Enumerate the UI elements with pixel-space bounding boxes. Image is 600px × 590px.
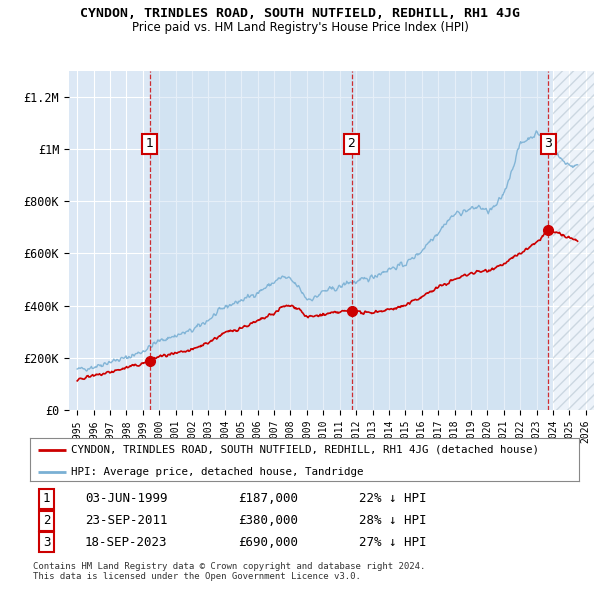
Text: 1: 1 — [43, 493, 50, 506]
Text: £380,000: £380,000 — [239, 514, 299, 527]
Bar — [553, 71, 594, 410]
Text: Price paid vs. HM Land Registry's House Price Index (HPI): Price paid vs. HM Land Registry's House … — [131, 21, 469, 34]
Text: CYNDON, TRINDLES ROAD, SOUTH NUTFIELD, REDHILL, RH1 4JG (detached house): CYNDON, TRINDLES ROAD, SOUTH NUTFIELD, R… — [71, 445, 539, 455]
Text: 22% ↓ HPI: 22% ↓ HPI — [359, 493, 427, 506]
Text: 3: 3 — [43, 536, 50, 549]
Text: 03-JUN-1999: 03-JUN-1999 — [85, 493, 167, 506]
Bar — [150, 71, 352, 410]
Text: £690,000: £690,000 — [239, 536, 299, 549]
Text: 2: 2 — [347, 137, 355, 150]
Text: 1: 1 — [146, 137, 154, 150]
Bar — [553, 71, 594, 410]
Bar — [352, 71, 548, 410]
Text: CYNDON, TRINDLES ROAD, SOUTH NUTFIELD, REDHILL, RH1 4JG: CYNDON, TRINDLES ROAD, SOUTH NUTFIELD, R… — [80, 7, 520, 20]
Text: 3: 3 — [544, 137, 553, 150]
Text: £187,000: £187,000 — [239, 493, 299, 506]
Text: 18-SEP-2023: 18-SEP-2023 — [85, 536, 167, 549]
Text: Contains HM Land Registry data © Crown copyright and database right 2024.
This d: Contains HM Land Registry data © Crown c… — [33, 562, 425, 581]
Text: 23-SEP-2011: 23-SEP-2011 — [85, 514, 167, 527]
Text: 27% ↓ HPI: 27% ↓ HPI — [359, 536, 427, 549]
Text: 2: 2 — [43, 514, 50, 527]
Text: 28% ↓ HPI: 28% ↓ HPI — [359, 514, 427, 527]
Text: HPI: Average price, detached house, Tandridge: HPI: Average price, detached house, Tand… — [71, 467, 364, 477]
